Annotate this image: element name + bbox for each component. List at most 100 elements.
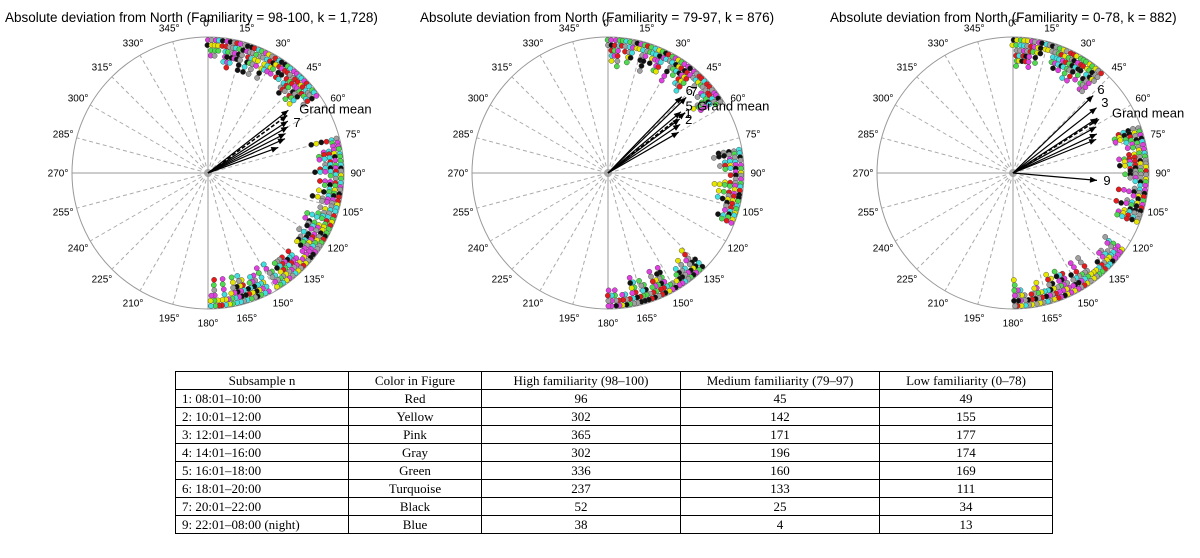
vector-arrowhead — [280, 126, 289, 133]
vector-arrowhead — [677, 112, 686, 120]
polar-spoke — [207, 172, 327, 242]
data-point — [727, 165, 734, 171]
data-point — [1032, 60, 1038, 66]
angle-tick-label: 90° — [350, 169, 365, 180]
data-point — [254, 75, 260, 81]
data-point — [1037, 45, 1044, 52]
angle-tick-label: 165° — [236, 313, 257, 324]
cell-low: 155 — [879, 407, 1053, 426]
data-point — [608, 37, 614, 43]
cell-medium: 142 — [680, 407, 880, 426]
polar-spoke — [172, 172, 209, 305]
data-point — [304, 222, 310, 229]
data-point — [672, 266, 679, 272]
vector-label: 6 — [1097, 82, 1104, 97]
data-point — [636, 68, 643, 74]
polar-spoke — [76, 137, 209, 174]
data-point — [1130, 144, 1136, 151]
data-point — [640, 58, 647, 64]
polar-spoke — [111, 172, 209, 270]
data-point — [210, 282, 217, 288]
data-point — [682, 251, 688, 258]
data-point — [1112, 139, 1119, 146]
data-point — [1011, 282, 1018, 289]
angle-tick-label: 240° — [68, 244, 89, 255]
data-point — [294, 238, 300, 245]
angle-tick-label: 45° — [307, 62, 322, 73]
data-point — [1123, 139, 1130, 146]
polar-spoke — [881, 172, 1014, 209]
data-point — [296, 226, 302, 232]
data-point — [1073, 268, 1080, 275]
data-point — [1077, 67, 1084, 74]
angle-tick-label: 330° — [523, 39, 544, 50]
data-point — [614, 58, 621, 65]
angle-tick-label: 90° — [750, 169, 765, 180]
vector-label: 6 — [686, 83, 693, 98]
data-point — [642, 53, 649, 60]
vector-label: 3 — [1101, 95, 1108, 110]
vector-arrowhead — [1089, 133, 1097, 140]
angle-tick-label: 270° — [853, 169, 874, 180]
data-point — [208, 303, 214, 309]
data-point — [646, 60, 653, 67]
angle-tick-label: 60° — [730, 94, 745, 105]
data-point — [711, 180, 718, 187]
data-point — [1118, 200, 1125, 206]
cell-subsample: 7: 20:01–22:00 — [175, 497, 349, 516]
data-point — [1013, 63, 1019, 69]
data-point — [604, 292, 611, 299]
data-point — [1075, 255, 1081, 261]
data-point — [639, 287, 646, 294]
data-point — [1142, 182, 1149, 189]
cell-color: Yellow — [348, 407, 482, 426]
angle-tick-label: 225° — [897, 275, 918, 286]
cell-low: 174 — [879, 443, 1053, 462]
cell-medium: 45 — [680, 389, 880, 408]
data-point — [694, 94, 701, 100]
data-point — [1099, 253, 1106, 260]
subsample-mean-vector — [1012, 126, 1097, 174]
cell-color: Black — [348, 497, 482, 516]
data-point — [1080, 63, 1087, 70]
data-point — [239, 52, 245, 59]
cell-color: Turquoise — [348, 479, 482, 498]
vector-arrowhead — [277, 138, 286, 145]
subsample-mean-vector — [607, 123, 681, 174]
data-point — [1070, 276, 1077, 283]
data-point — [1133, 218, 1140, 225]
angle-tick-label: 345° — [964, 24, 985, 35]
data-point — [1079, 88, 1085, 95]
angle-tick-label: 120° — [328, 244, 349, 255]
polar-spoke — [1012, 137, 1145, 174]
polar-spoke — [1012, 172, 1110, 270]
polar-spoke — [139, 172, 209, 292]
cell-subsample: 5: 16:01–18:00 — [175, 461, 349, 480]
data-point — [1116, 156, 1122, 163]
vector-arrowhead — [277, 133, 286, 140]
angle-tick-label: 45° — [1112, 62, 1127, 73]
col-header-color: Color in Figure — [348, 371, 482, 390]
polar-spoke — [111, 76, 209, 174]
polar-spoke — [977, 172, 1014, 305]
cell-medium: 171 — [680, 425, 880, 444]
table-row: 9: 22:01–08:00 (night) Blue 38 4 13 — [175, 515, 1053, 534]
angle-tick-label: 75° — [345, 130, 360, 141]
data-point — [253, 265, 260, 271]
data-point — [648, 273, 654, 280]
vector-label: 1 — [684, 106, 691, 121]
data-point — [220, 286, 227, 293]
subsample-mean-vector — [607, 96, 683, 174]
angle-tick-label: 165° — [636, 313, 657, 324]
data-point — [1026, 53, 1032, 60]
cell-subsample: 1: 08:01–10:00 — [175, 389, 349, 408]
polar-spoke — [944, 54, 1014, 174]
polar-spoke — [489, 104, 609, 174]
data-point — [234, 273, 241, 279]
data-point — [253, 63, 259, 69]
vector-label: 7 — [690, 84, 697, 99]
data-point — [706, 101, 713, 107]
vector-arrowhead — [1091, 118, 1100, 126]
angle-tick-label: 15° — [639, 24, 654, 35]
data-point — [683, 76, 690, 82]
